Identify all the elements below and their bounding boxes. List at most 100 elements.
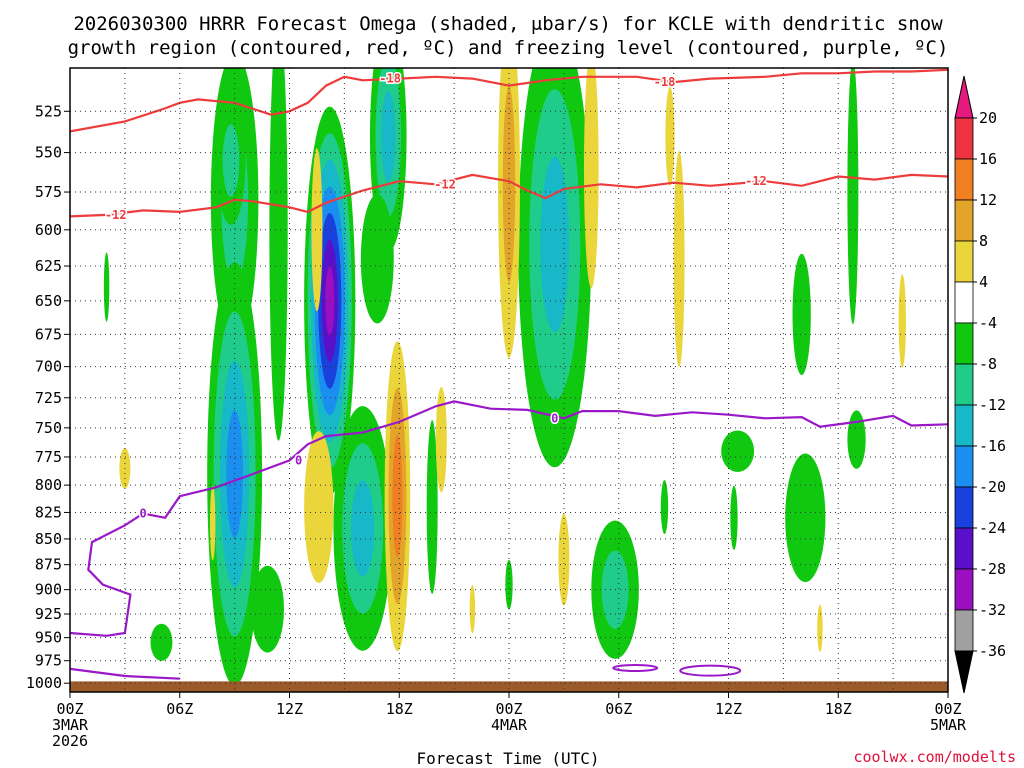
y-tick-label-950: 950 [35,629,62,647]
omega-upmotion-j [785,453,826,583]
omega-upmotion-l-level-1 [792,253,811,376]
x-tick-label-18: 18Z [386,700,413,718]
x-tick-label-30: 06Z [605,700,632,718]
omega-downmotion-b [311,148,323,312]
y-tick-label-650: 650 [35,292,62,310]
y-tick-label-600: 600 [35,221,62,239]
colorbar-bin-8 [954,404,974,447]
omega-upmotion-f-level-3 [381,90,396,182]
y-tick-label-625: 625 [35,257,62,275]
omega-downmotion-l-level-1 [209,485,216,561]
omega-downmotion-b-level-1 [311,148,323,312]
omega-downmotion-c-level-1 [304,431,334,583]
colorbar-top-arrow [954,75,974,119]
contour-label-minus18-2: -18 [654,75,676,89]
omega-upmotion-h-level-3 [540,156,570,333]
omega-upmotion-v-level-1 [505,559,513,610]
omega-downmotion-i-level-1 [435,386,447,493]
y-tick-label-675: 675 [35,325,62,343]
omega-upmotion-g-level-1 [360,194,394,324]
colorbar-bin-12 [954,568,974,611]
omega-downmotion-d [498,68,520,358]
omega-downmotion-j [898,274,906,368]
omega-upmotion-n-level-1 [847,68,859,325]
omega-downmotion-n [665,86,675,186]
omega-downmotion-l [209,485,216,561]
omega-upmotion-q [150,623,173,661]
omega-upmotion-n [847,68,859,325]
omega-downmotion-h [558,513,570,606]
grid-lines [70,68,948,692]
omega-downmotion-m [469,585,476,634]
colorbar-bin-6 [954,322,974,365]
omega-upmotion-v [505,559,513,610]
omega-upmotion-p [251,565,285,653]
y-tick-label-900: 900 [35,581,62,599]
colorbar-label-1: 20 [979,109,997,127]
contour-label-freezing0-1: 0 [295,453,302,467]
colorbar-label-4: 8 [979,232,988,250]
omega-upmotion-m-level-1 [847,410,866,469]
colorbar-bin-10 [954,486,974,529]
omega-upmotion-s [103,252,110,322]
omega-upmotion-e-level-1 [269,68,288,441]
omega-downmotion-m-level-1 [469,585,476,634]
colorbar-bottom-arrow [954,650,974,694]
colorbar-label-5: 4 [979,273,988,291]
colorbar-label-2: 16 [979,150,997,168]
contour-freezing-loop-1 [612,663,659,672]
x-tick-label-0: 00Z [56,700,83,718]
y-tick-label-1000: 1000 [26,674,62,692]
omega-downmotion-k-level-1 [817,604,823,652]
colorbar-label-11: -24 [979,519,1006,537]
x-axis-label: Forecast Time (UTC) [416,749,599,768]
y-tick-label-975: 975 [35,652,62,670]
colorbar-bin-5 [954,281,974,324]
colorbar-label-7: -8 [979,355,997,373]
colorbar-label-3: 12 [979,191,997,209]
ground-band [70,681,948,692]
omega-upmotion-l [792,253,811,376]
x-tick-date-0: 3MAR [52,716,89,734]
omega-upmotion-g [360,194,394,324]
omega-downmotion-e-level-1 [583,68,599,289]
colorbar-label-10: -20 [979,478,1006,496]
colorbar-bin-9 [954,445,974,488]
omega-downmotion-d-level-2 [502,86,516,283]
omega-upmotion-r-level-2 [222,124,240,197]
y-tick-label-525: 525 [35,102,62,120]
plot-area: -18 -18 -12 -12 -12 0 0 0 525 550 575 600 625 650 675 7… [26,67,967,750]
omega-upmotion-k-level-1 [721,430,755,472]
contour-label-minus12-1: -12 [105,208,127,222]
omega-downmotion-f [673,151,685,367]
chart-title-line2: growth region (contoured, red, ºC) and f… [68,37,949,59]
colorbar-bin-3 [954,199,974,242]
x-tick-label-6: 06Z [166,700,193,718]
colorbar-label-8: -12 [979,396,1006,414]
omega-downmotion-k [817,604,823,652]
y-axis: 525 550 575 600 625 650 675 700 725 750 775 800 825 8… [26,102,70,692]
contour-freezing0 [70,400,948,637]
omega-upmotion-j-level-1 [785,453,826,583]
y-tick-label-875: 875 [35,556,62,574]
colorbar-label-6: -4 [979,314,997,332]
omega-upmotion-p-level-1 [251,565,285,653]
omega-upmotion-u-level-1 [660,479,669,535]
colorbar-bin-1 [954,117,974,160]
omega-upmotion-s-level-1 [103,252,110,322]
y-tick-label-575: 575 [35,183,62,201]
chart-title-line1: 2026030300 HRRR Forecast Omega (shaded, … [73,13,943,35]
omega-downmotion-j-level-1 [898,274,906,368]
y-tick-label-775: 775 [35,448,62,466]
y-tick-label-750: 750 [35,419,62,437]
colorbar-bin-13 [954,609,974,652]
x-tick-date-24: 4MAR [491,716,528,734]
contour-label-minus12-2: -12 [434,177,456,191]
y-tick-label-700: 700 [35,358,62,376]
omega-upmotion-t [730,485,738,550]
colorbar-bin-11 [954,527,974,570]
contour-freezing-loop-2 [679,664,742,677]
x-tick-label-12: 12Z [276,700,303,718]
omega-downmotion-a [384,341,411,652]
